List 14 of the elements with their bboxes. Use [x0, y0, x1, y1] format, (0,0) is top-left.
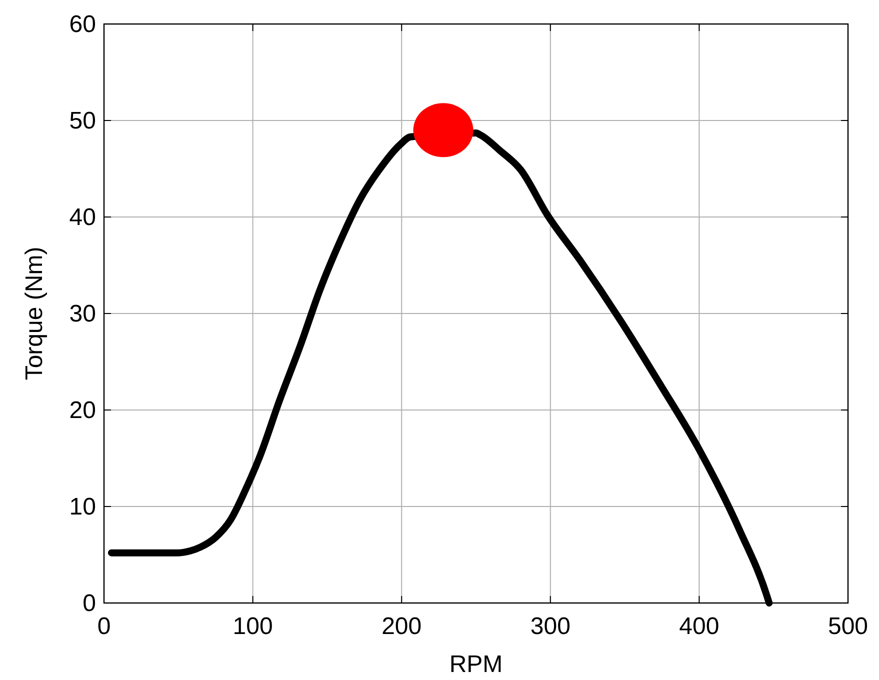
x-tick-label: 400 [679, 613, 720, 640]
x-axis-title: RPM [449, 651, 503, 678]
x-tick-label: 200 [382, 613, 422, 640]
y-axis-title: Torque (Nm) [21, 246, 48, 380]
x-tick-label: 100 [232, 613, 273, 640]
x-tick-label: 500 [828, 613, 868, 640]
y-tick-label: 0 [82, 590, 96, 617]
y-tick-label: 30 [69, 300, 96, 328]
y-tick-label: 60 [69, 11, 96, 38]
y-tick-label: 50 [69, 108, 96, 134]
y-tick-label: 40 [69, 204, 96, 231]
y-tick-label: 10 [69, 494, 96, 520]
y-tick-label: 20 [69, 397, 96, 424]
x-tick-label: 300 [530, 613, 570, 640]
